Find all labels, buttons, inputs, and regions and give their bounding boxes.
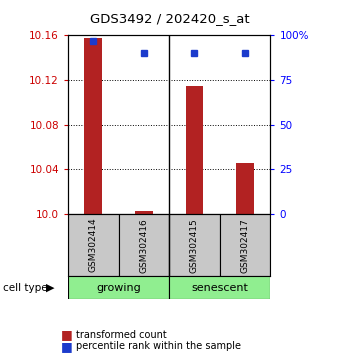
- Bar: [220, 214, 270, 276]
- Bar: [169, 214, 220, 276]
- Bar: [68, 214, 119, 276]
- Text: GSM302416: GSM302416: [139, 218, 148, 273]
- Text: ▶: ▶: [46, 282, 54, 293]
- Text: GSM302417: GSM302417: [240, 218, 250, 273]
- Bar: [186, 86, 203, 214]
- Text: senescent: senescent: [191, 282, 248, 293]
- Text: percentile rank within the sample: percentile rank within the sample: [76, 341, 241, 351]
- Text: transformed count: transformed count: [76, 330, 167, 339]
- Bar: [84, 38, 102, 214]
- Bar: [236, 163, 254, 214]
- Bar: [169, 276, 270, 299]
- Text: GDS3492 / 202420_s_at: GDS3492 / 202420_s_at: [90, 12, 250, 25]
- Text: ■: ■: [61, 328, 73, 341]
- Text: cell type: cell type: [3, 282, 48, 293]
- Text: GSM302414: GSM302414: [89, 218, 98, 273]
- Text: ■: ■: [61, 340, 73, 353]
- Text: GSM302415: GSM302415: [190, 218, 199, 273]
- Bar: [135, 211, 153, 214]
- Bar: [68, 276, 169, 299]
- Bar: [119, 214, 169, 276]
- Text: growing: growing: [96, 282, 141, 293]
